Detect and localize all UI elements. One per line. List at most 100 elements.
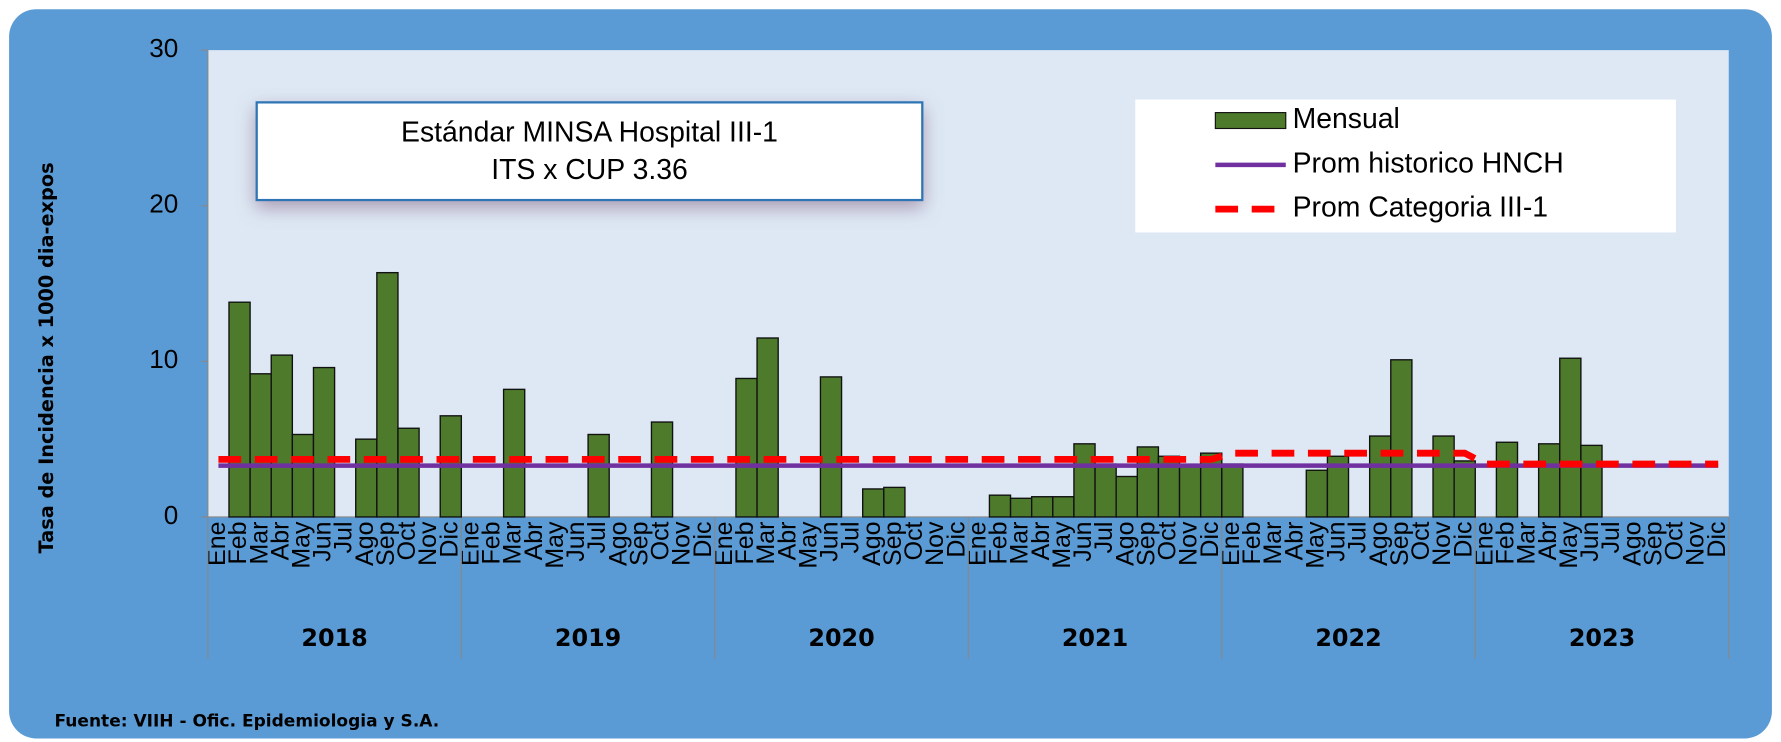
bar	[1094, 463, 1117, 518]
x-tick-label: Jul	[1344, 521, 1372, 553]
x-tick-label: Sep	[372, 521, 400, 565]
x-tick-label: Dic	[1449, 521, 1477, 557]
x-tick-label: Feb	[478, 521, 506, 564]
bar	[1432, 435, 1455, 518]
bar	[291, 433, 315, 518]
x-tick-label: Jun	[309, 521, 337, 561]
x-tick-label: Dic	[689, 521, 717, 557]
bar	[502, 388, 526, 518]
bar	[228, 301, 251, 518]
bar	[355, 438, 378, 518]
bar	[1495, 441, 1519, 518]
dashed-line	[218, 449, 1719, 468]
x-tick-label: Ago	[1111, 521, 1139, 565]
x-tick-label: Oct	[1661, 521, 1689, 560]
x-tick-label: Oct	[647, 521, 675, 560]
x-tick-label: Feb	[1238, 521, 1266, 564]
x-tick-label: Sep	[1132, 521, 1160, 565]
x-tick-label: Jun	[816, 521, 844, 561]
x-tick-label: Sep	[625, 521, 653, 565]
x-tick-label: Jun	[1069, 521, 1097, 561]
x-tick-label: Nov	[1682, 521, 1710, 566]
annotation-line: ITS x CUP 3.36	[491, 154, 688, 186]
bar	[735, 377, 758, 518]
x-tick-label: Abr	[773, 521, 801, 560]
x-tick-label: Dic	[1196, 521, 1224, 557]
x-tick-label: Ago	[604, 521, 632, 565]
y-axis-label: Tasa de Incidencia x 1000 dia-expos	[35, 162, 58, 553]
x-tick-label: Ago	[1618, 521, 1646, 565]
x-tick-label: Jul	[837, 521, 865, 553]
y-tick-label: 30	[149, 33, 178, 63]
bar	[1305, 469, 1329, 518]
x-tick-label: Ago	[1365, 521, 1393, 565]
y-tick-label: 20	[149, 189, 178, 219]
x-tick-label: Abr	[266, 521, 294, 560]
group-label: 2021	[1062, 624, 1128, 652]
x-tick-label: Sep	[879, 521, 907, 565]
x-tick-label: Oct	[1407, 521, 1435, 560]
x-tick-label: Sep	[1639, 521, 1667, 565]
bar	[1580, 444, 1603, 518]
bar	[1390, 359, 1413, 518]
x-tick-label: May	[1301, 521, 1329, 569]
group-label: 2023	[1569, 624, 1635, 652]
group-label: 2020	[808, 624, 874, 652]
bar	[1326, 455, 1350, 518]
y-tick-label: 10	[149, 344, 178, 374]
x-tick-label: Mar	[752, 521, 780, 564]
bar	[1368, 435, 1392, 518]
bar	[1537, 443, 1561, 518]
group-label: 2022	[1315, 624, 1381, 652]
bar	[1221, 463, 1244, 518]
bar	[1115, 475, 1138, 518]
x-tick-label: Jun	[1323, 521, 1351, 561]
annotation-line: Estándar MINSA Hospital III-1	[401, 117, 778, 149]
x-tick-label: Jul	[583, 521, 611, 553]
bar	[1009, 497, 1033, 518]
x-tick-label: May	[794, 521, 822, 569]
x-tick-label: May	[288, 521, 316, 569]
x-tick-label: Oct	[900, 521, 928, 560]
bar	[1559, 357, 1582, 518]
bar	[819, 376, 843, 518]
x-tick-label: Dic	[942, 521, 970, 557]
bar	[270, 354, 294, 518]
x-tick-label: Mar	[245, 521, 273, 564]
bar	[249, 373, 272, 518]
bar	[397, 427, 420, 518]
x-tick-label: Abr	[1027, 521, 1055, 560]
x-tick-label: Mar	[499, 521, 527, 564]
x-tick-label: Dic	[435, 521, 463, 557]
bar	[756, 337, 779, 518]
x-tick-label: Mar	[1006, 521, 1034, 564]
bar	[862, 488, 885, 518]
x-tick-label: Nov	[1428, 521, 1456, 566]
x-tick-label: May	[1555, 521, 1583, 569]
bar	[1453, 460, 1476, 518]
bar	[1073, 443, 1096, 518]
x-tick-label: Jun	[562, 521, 590, 561]
x-tick-label: Nov	[414, 521, 442, 566]
bar	[1178, 464, 1202, 518]
x-tick-label: Jul	[1090, 521, 1118, 553]
x-tick-label: Ago	[858, 521, 886, 565]
x-tick-label: Feb	[985, 521, 1013, 564]
x-tick-label: Nov	[921, 521, 949, 566]
bar	[312, 366, 336, 518]
x-tick-label: Oct	[393, 521, 421, 560]
legend-label: Mensual	[1293, 103, 1400, 135]
y-tick-label: 0	[164, 500, 179, 530]
bar	[1052, 496, 1075, 518]
legend-swatch	[1214, 112, 1287, 130]
x-tick-label: Abr	[520, 521, 548, 560]
x-tick-label: Jun	[1576, 521, 1604, 561]
x-tick-label: Feb	[731, 521, 759, 564]
x-tick-label: Abr	[1534, 521, 1562, 560]
source-note: Fuente: VIIH - Ofic. Epidemiologia y S.A…	[55, 711, 440, 731]
x-tick-label: Feb	[1492, 521, 1520, 564]
x-tick-label: Jul	[330, 521, 358, 553]
x-tick-label: Nov	[668, 521, 696, 566]
x-tick-label: Dic	[1703, 521, 1731, 557]
